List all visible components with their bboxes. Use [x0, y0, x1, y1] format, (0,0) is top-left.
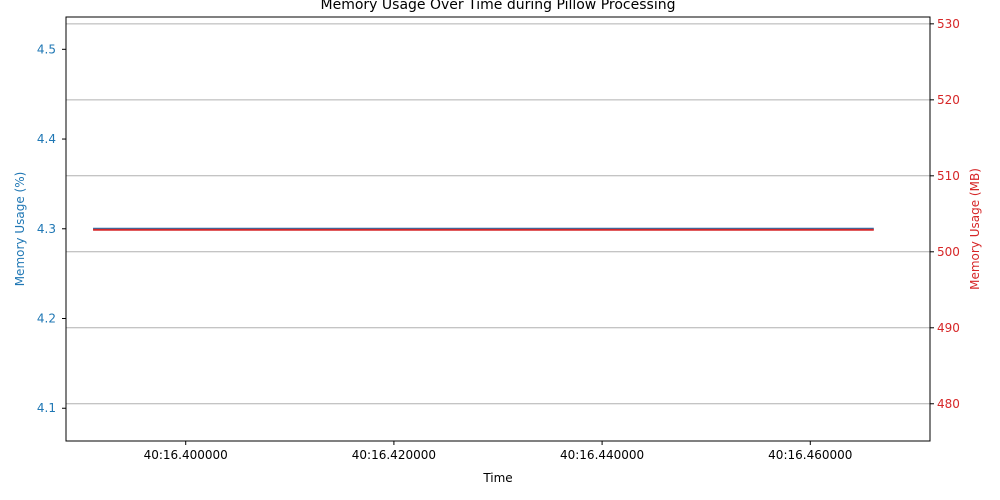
- right-y-axis-title: Memory Usage (MB): [968, 168, 982, 290]
- left-y-axis: 4.1 4.2 4.3 4.4 4.5: [37, 42, 66, 415]
- right-tick-label: 510: [937, 169, 960, 183]
- series-lines: [93, 227, 874, 231]
- x-tick-label: 40:16.420000: [352, 448, 436, 462]
- right-y-axis: 480 490 500 510 520 530: [930, 17, 960, 411]
- left-tick-label: 4.3: [37, 222, 56, 236]
- x-tick-label: 40:16.440000: [560, 448, 644, 462]
- chart-title: Memory Usage Over Time during Pillow Pro…: [321, 0, 676, 13]
- right-tick-label: 480: [937, 397, 960, 411]
- right-tick-label: 490: [937, 321, 960, 335]
- grid-lines: [66, 23, 930, 405]
- left-tick-label: 4.4: [37, 132, 56, 146]
- x-axis-title: Time: [482, 471, 512, 485]
- left-y-axis-title: Memory Usage (%): [13, 172, 27, 287]
- left-tick-label: 4.5: [37, 42, 56, 56]
- x-axis: 40:16.400000 40:16.420000 40:16.440000 40:1…: [144, 441, 852, 462]
- left-tick-label: 4.1: [37, 401, 56, 415]
- right-tick-label: 520: [937, 93, 960, 107]
- x-tick-label: 40:16.400000: [144, 448, 228, 462]
- left-tick-label: 4.2: [37, 312, 56, 326]
- right-tick-label: 500: [937, 245, 960, 259]
- x-tick-label: 40:16.460000: [768, 448, 852, 462]
- right-tick-label: 530: [937, 17, 960, 31]
